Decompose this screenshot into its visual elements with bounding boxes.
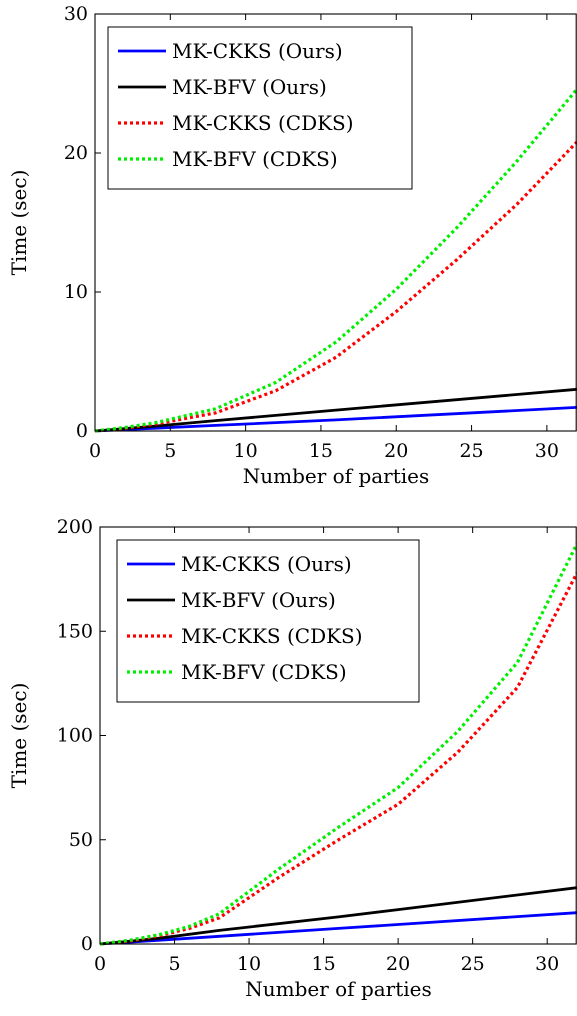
legend-label: MK-BFV (Ours) — [181, 588, 336, 612]
y-tick-label: 50 — [69, 829, 93, 851]
x-tick-label: 30 — [535, 953, 559, 975]
legend-label: MK-CKKS (CDKS) — [181, 624, 363, 648]
y-tick-label: 150 — [57, 620, 93, 642]
x-tick-label: 10 — [234, 440, 258, 462]
x-tick-label: 0 — [94, 953, 106, 975]
y-tick-label: 200 — [57, 516, 93, 538]
series-line-4 — [99, 542, 577, 946]
chart-2: 0 5 10 15 20 25 30 0 50 100 150 200 Number of partie… — [7, 516, 577, 1001]
x-tick-label: 5 — [164, 440, 176, 462]
x-tick-label: 20 — [386, 953, 410, 975]
y-tick-label: 10 — [64, 281, 88, 303]
x-axis-label: Number of parties — [243, 464, 430, 488]
x-axis-label: Number of parties — [245, 977, 432, 1001]
x-tick-label: 5 — [168, 953, 180, 975]
y-tick-label: 0 — [81, 933, 93, 955]
plot-frame — [94, 13, 577, 432]
legend-label: MK-CKKS (Ours) — [181, 552, 352, 576]
legend-label: MK-BFV (Ours) — [172, 75, 327, 99]
series-line-3 — [94, 140, 577, 433]
legend: MK-CKKS (Ours) MK-BFV (Ours) MK-CKKS (CDKS… — [107, 26, 413, 190]
x-tick-label: 10 — [237, 953, 261, 975]
x-tick-label: 15 — [309, 440, 333, 462]
x-tick-label: 0 — [89, 440, 101, 462]
legend-label: MK-BFV (CDKS) — [172, 147, 338, 171]
y-tick-label: 0 — [76, 420, 88, 442]
series-line-4 — [94, 88, 577, 433]
x-tick-label: 25 — [461, 953, 485, 975]
y-tick-label: 100 — [57, 725, 93, 747]
legend-box — [107, 26, 413, 190]
x-tick-label: 30 — [535, 440, 559, 462]
y-tick-label: 30 — [64, 3, 88, 25]
y-axis-label: Time (sec) — [7, 170, 31, 276]
legend-label: MK-BFV (CDKS) — [181, 660, 347, 684]
y-axis-label: Time (sec) — [7, 683, 31, 789]
legend: MK-CKKS (Ours) MK-BFV (Ours) MK-CKKS (CDKS… — [116, 539, 420, 703]
x-tick-label: 15 — [312, 953, 336, 975]
legend-label: MK-CKKS (Ours) — [172, 39, 343, 63]
series-line-2 — [99, 886, 577, 946]
x-tick-label: 20 — [384, 440, 408, 462]
chart-1: 0 5 10 15 20 25 30 0 10 20 30 Number of parties Time… — [7, 3, 577, 488]
legend-label: MK-CKKS (CDKS) — [172, 111, 354, 135]
y-tick-label: 20 — [64, 142, 88, 164]
x-tick-label: 25 — [459, 440, 483, 462]
legend-box — [116, 539, 420, 703]
